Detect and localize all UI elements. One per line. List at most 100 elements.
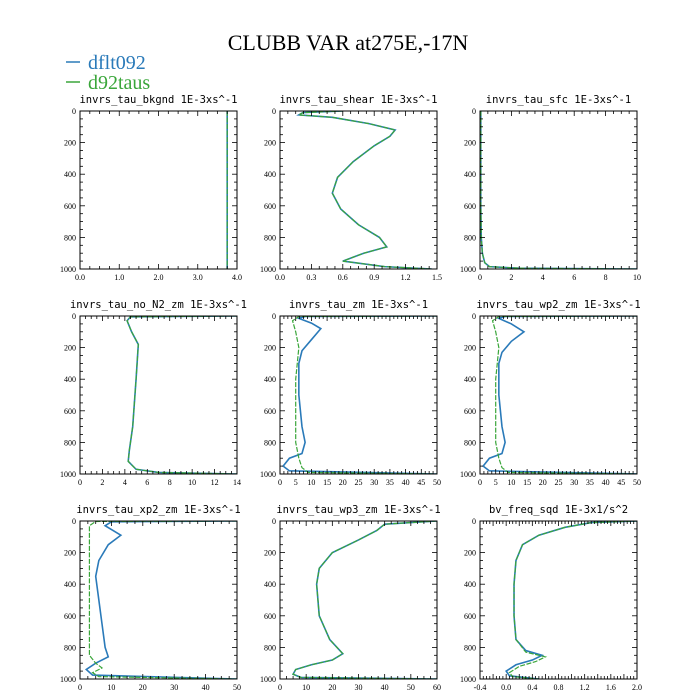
x-tick-label: -0.4 [474,683,487,692]
series-line-dflt092 [480,111,637,269]
y-tick-label: 200 [264,549,276,558]
y-tick-label: 800 [264,438,276,447]
panel-4: invrs_tau_no_N2_zm 1E-3xs^-1020040060080… [60,299,247,487]
x-tick-label: 20 [328,683,336,692]
y-tick-label: 600 [264,202,276,211]
series-line-dflt092 [505,521,637,679]
x-tick-label: 50 [233,683,241,692]
x-tick-label: 2 [509,273,513,282]
panel-title: invrs_tau_wp3_zm 1E-3xs^-1 [276,504,440,516]
y-tick-label: 400 [64,375,76,384]
series-line-d92taus [126,316,237,474]
x-tick-label: 10 [507,478,515,487]
x-tick-label: 40 [202,683,210,692]
panel-series-group [291,521,437,679]
x-tick-label: 40 [602,478,610,487]
y-tick-label: 400 [264,170,276,179]
panel-title: invrs_tau_no_N2_zm 1E-3xs^-1 [70,299,247,311]
y-tick-label: 800 [264,233,276,242]
y-tick-label: 800 [464,643,476,652]
panel-2: invrs_tau_shear 1E-3xs^-10 200 400 600 800 10… [260,94,442,282]
panel-series-group [480,111,637,269]
x-tick-label: 4 [541,273,545,282]
x-tick-label: 0.4 [527,683,537,692]
x-tick-label: 10 [188,478,196,487]
x-tick-label: 12 [211,478,219,487]
series-line-d92taus [480,111,637,269]
x-tick-label: 14 [233,478,241,487]
x-tick-label: 2.0 [154,273,164,282]
x-tick-label: 3.0 [193,273,203,282]
y-tick-label: 400 [264,375,276,384]
x-tick-label: 0 [478,478,482,487]
panel-series-group [126,316,237,474]
panel-series-group [84,521,237,679]
y-tick-label: 600 [464,407,476,416]
y-tick-label: 200 [464,139,476,148]
x-tick-label: 20 [539,478,547,487]
x-tick-label: 0.6 [338,273,348,282]
series-line-dflt092 [482,316,637,474]
y-tick-label: 0 [472,517,476,526]
series-line-d92taus [291,316,437,474]
panel-series-group [505,521,637,679]
panel-title: invrs_tau_wp2_zm 1E-3xs^-1 [476,299,640,311]
y-tick-label: 600 [264,407,276,416]
y-tick-label: 400 [264,580,276,589]
panel-9: bv_freq_sqd 1E-3x1/s^2 0 200 400 600 800 1000-… [460,504,642,692]
y-tick-label: 800 [64,233,76,242]
y-tick-label: 200 [464,344,476,353]
y-tick-label: 0 [272,517,276,526]
x-tick-label: 8 [168,478,172,487]
y-tick-label: 600 [64,202,76,211]
x-tick-label: 10 [633,273,641,282]
x-tick-label: 0 [278,478,282,487]
y-tick-label: 600 [464,612,476,621]
x-tick-label: 6 [572,273,576,282]
y-tick-label: 0 [472,312,476,321]
y-tick-label: 1000 [60,470,76,479]
y-tick-label: 600 [464,202,476,211]
series-line-d92taus [508,521,637,679]
x-tick-label: 1.6 [606,683,616,692]
plot-frame [79,520,238,680]
panel-7: invrs_tau_xp2_zm 1E-3xs^-102004006008001… [60,504,241,692]
y-tick-label: 1000 [60,265,76,274]
x-tick-label: 35 [586,478,594,487]
y-tick-label: 400 [464,375,476,384]
y-tick-label: 800 [464,233,476,242]
x-tick-label: 50 [407,683,415,692]
y-tick-label: 1000 [460,675,476,684]
panel-title: invrs_tau_zm 1E-3xs^-1 [289,299,428,311]
x-tick-label: 10 [107,683,115,692]
x-tick-label: 25 [355,478,363,487]
x-tick-label: 1.2 [580,683,590,692]
x-tick-label: 0.0 [75,273,85,282]
x-tick-label: 10 [302,683,310,692]
series-line-d92taus [296,111,432,269]
y-tick-label: 0 [272,107,276,116]
panel-title: invrs_tau_bkgnd 1E-3xs^-1 [79,94,237,106]
x-tick-label: 0.0 [501,683,511,692]
x-tick-label: 40 [381,683,389,692]
y-tick-label: 600 [264,612,276,621]
plot-frame [279,110,438,270]
panels: invrs_tau_bkgnd 1E-3xs^-1020040060080010… [60,94,642,692]
x-tick-label: 2 [100,478,104,487]
y-tick-label: 1000 [460,470,476,479]
x-tick-label: 4 [123,478,127,487]
y-tick-label: 1000 [260,675,276,684]
panel-series-group [296,111,432,269]
y-tick-label: 1000 [260,265,276,274]
x-tick-label: 2.0 [632,683,642,692]
y-tick-label: 1000 [460,265,476,274]
y-tick-label: 1000 [60,675,76,684]
y-tick-label: 200 [264,139,276,148]
y-tick-label: 0 [72,517,76,526]
plot-frame [79,110,238,270]
x-tick-label: 6 [145,478,149,487]
panel-3: invrs_tau_sfc 1E-3xs^-1 0 200 400 600 800 1000… [460,94,641,282]
panel-1: invrs_tau_bkgnd 1E-3xs^-10 200 400 600 800 10… [60,94,242,282]
x-tick-label: 30 [355,683,363,692]
x-tick-label: 45 [617,478,625,487]
